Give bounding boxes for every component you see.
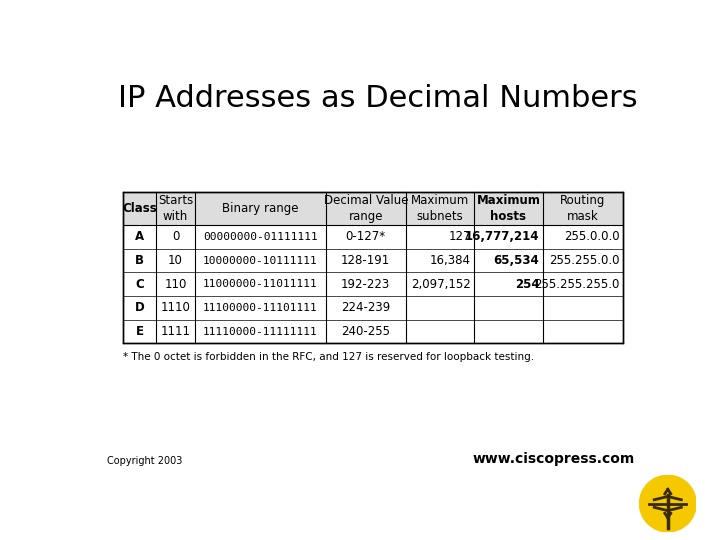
Text: 255.255.0.0: 255.255.0.0 (549, 254, 619, 267)
Circle shape (639, 475, 696, 532)
Text: 11100000-11101111: 11100000-11101111 (203, 303, 318, 313)
Text: 128-191: 128-191 (341, 254, 390, 267)
Bar (124, 249, 623, 272)
Text: 254: 254 (515, 278, 539, 291)
Bar (124, 225, 623, 249)
Text: Starts
with: Starts with (158, 194, 193, 223)
Bar (124, 272, 623, 296)
Bar (124, 192, 623, 225)
Text: 10: 10 (168, 254, 183, 267)
Bar (124, 320, 623, 343)
Text: Routing
mask: Routing mask (560, 194, 606, 223)
Text: * The 0 octet is forbidden in the RFC, and 127 is reserved for loopback testing.: * The 0 octet is forbidden in the RFC, a… (124, 352, 535, 362)
Text: Maximum
subnets: Maximum subnets (411, 194, 469, 223)
Text: 0-127*: 0-127* (346, 231, 386, 244)
Text: 224-239: 224-239 (341, 301, 390, 314)
Text: 2,097,152: 2,097,152 (411, 278, 471, 291)
Text: 65,534: 65,534 (493, 254, 539, 267)
Text: IP Addresses as Decimal Numbers: IP Addresses as Decimal Numbers (118, 84, 637, 112)
Text: 240-255: 240-255 (341, 325, 390, 338)
Text: E: E (136, 325, 144, 338)
Text: 11000000-11011111: 11000000-11011111 (203, 279, 318, 289)
Text: 11110000-11111111: 11110000-11111111 (203, 327, 318, 336)
Text: 1111: 1111 (161, 325, 191, 338)
Text: C: C (135, 278, 144, 291)
Text: Maximum
hosts: Maximum hosts (477, 194, 541, 223)
Text: Copyright 2003: Copyright 2003 (107, 456, 182, 466)
Text: 16,384: 16,384 (430, 254, 471, 267)
Text: 255.255.255.0: 255.255.255.0 (534, 278, 619, 291)
Text: Decimal Value
range: Decimal Value range (323, 194, 408, 223)
Text: 192-223: 192-223 (341, 278, 390, 291)
Bar (124, 296, 623, 320)
Text: 10000000-10111111: 10000000-10111111 (203, 255, 318, 266)
Text: 1110: 1110 (161, 301, 190, 314)
Text: 00000000-01111111: 00000000-01111111 (203, 232, 318, 242)
Text: Binary range: Binary range (222, 202, 299, 215)
Text: 127: 127 (449, 231, 471, 244)
Text: 110: 110 (164, 278, 186, 291)
Text: 0: 0 (172, 231, 179, 244)
Text: 255.0.0.0: 255.0.0.0 (564, 231, 619, 244)
Text: B: B (135, 254, 144, 267)
Text: 16,777,214: 16,777,214 (465, 231, 539, 244)
Text: D: D (135, 301, 145, 314)
Text: www.ciscopress.com: www.ciscopress.com (472, 452, 634, 466)
Text: Class: Class (122, 202, 157, 215)
Text: A: A (135, 231, 145, 244)
